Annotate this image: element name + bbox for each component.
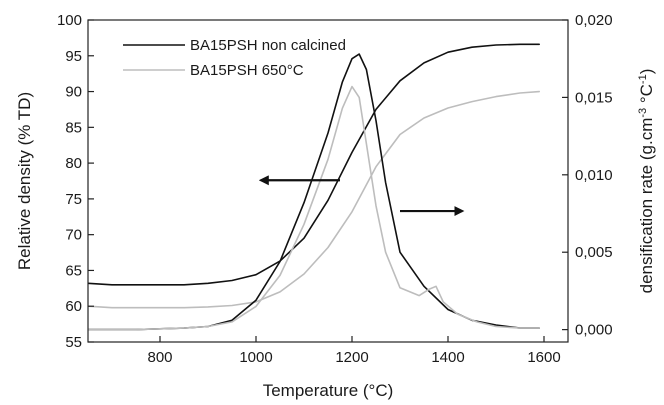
x-tick-label-800: 800 (147, 349, 172, 366)
y-right-axis-title: densification rate (g.cm-3 °C-1) (637, 69, 656, 294)
legend-label-650c: BA15PSH 650°C (190, 62, 304, 79)
series-line-relative-density-650c (88, 90, 540, 309)
y-right-axis-title-suffix: ) (637, 69, 656, 75)
y-right-axis-title-sup1: -3 (637, 108, 649, 118)
y-right-tick-label-0: 0,000 (575, 322, 613, 339)
y-left-tick-label-100: 100 (57, 12, 82, 29)
y-left-tick-label-80: 80 (65, 155, 82, 172)
y-left-tick-label-70: 70 (65, 227, 82, 244)
legend-label-non-calcined: BA15PSH non calcined (190, 37, 346, 54)
y-right-axis-title-sup2: -1 (637, 74, 649, 84)
y-right-tick-label-1: 0,005 (575, 244, 613, 261)
x-tick-label-1600: 1600 (527, 349, 560, 366)
series-line-densification-rate-non-calcined (88, 53, 540, 331)
y-right-axis-title-mid: °C (637, 84, 656, 108)
x-axis-title: Temperature (°C) (263, 381, 394, 400)
y-left-tick-label-85: 85 (65, 119, 82, 136)
x-tick-label-1000: 1000 (239, 349, 272, 366)
y-left-tick-label-55: 55 (65, 334, 82, 351)
y-right-tick-label-2: 0,010 (575, 167, 613, 184)
plot-frame (87, 19, 569, 343)
x-tick-label-1200: 1200 (335, 349, 368, 366)
y-left-tick-label-75: 75 (65, 191, 82, 208)
y-left-tick-label-65: 65 (65, 262, 82, 279)
y-left-axis-title: Relative density (% TD) (15, 92, 34, 270)
series-line-relative-density-non-calcined (88, 43, 540, 286)
y-right-tick-label-3: 0,015 (575, 89, 613, 106)
legend: BA15PSH non calcined BA15PSH 650°C (123, 37, 346, 79)
y-left-tick-label-90: 90 (65, 84, 82, 101)
x-tick-label-1400: 1400 (431, 349, 464, 366)
series-line-densification-rate-650c (88, 85, 540, 331)
y-right-axis-title-prefix: densification rate (g.cm (637, 118, 656, 294)
y-right-tick-label-4: 0,020 (575, 12, 613, 29)
y-left-tick-label-60: 60 (65, 298, 82, 315)
y-left-tick-label-95: 95 (65, 48, 82, 65)
